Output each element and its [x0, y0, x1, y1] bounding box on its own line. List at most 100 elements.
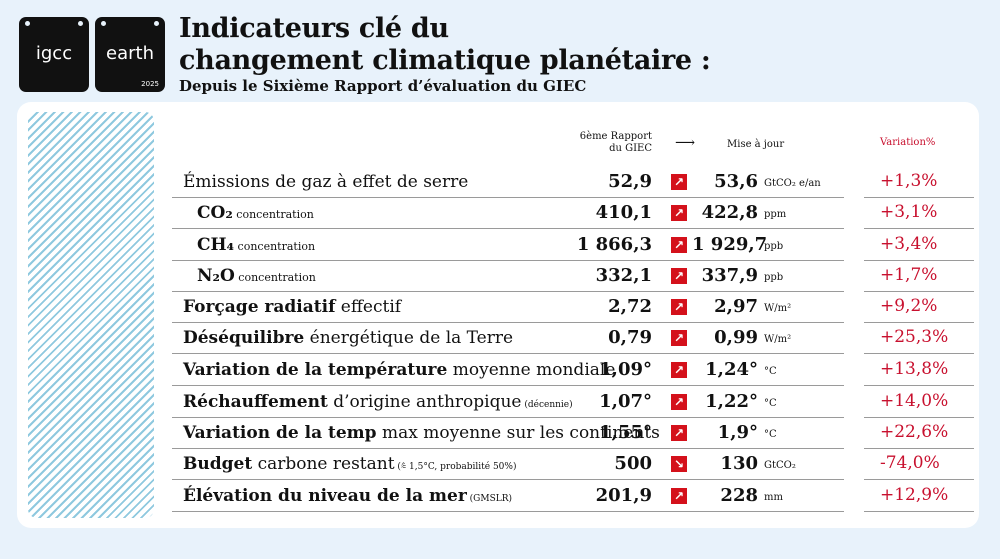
trend-up-icon: ↗ [671, 299, 687, 315]
page-title-line1: Indicateurs clé du [179, 13, 449, 44]
indicator-label-text: carbone restant [252, 454, 395, 474]
table-row: Réchauffement d’origine anthropique (déc… [172, 387, 974, 418]
header-old-line1: 6ème Rapport [579, 131, 652, 142]
old-value: 0,79 [608, 327, 652, 348]
unit-label: mm [764, 492, 783, 503]
row-divider [172, 197, 844, 198]
header-old-report: 6ème Rapport du GIEC [560, 131, 652, 155]
page-title: Indicateurs clé du changement climatique… [179, 13, 711, 77]
unit-label: ppb [764, 241, 784, 252]
earth-logo-year: 2025 [141, 80, 159, 88]
table-row: Déséquilibre énergétique de la Terre 0,79… [172, 323, 974, 354]
earth-logo-text: earth [106, 43, 154, 64]
old-value: 1 866,3 [576, 234, 652, 255]
indicator-label: CO₂ concentration [197, 203, 314, 223]
row-divider [172, 417, 844, 418]
indicator-label-bold: Forçage radiatif [183, 297, 336, 317]
table-row: Variation de la température moyenne mond… [172, 355, 974, 386]
indicator-label-text: Émissions de gaz à effet de serre [183, 172, 469, 192]
indicator-label-bold: Déséquilibre [183, 328, 305, 348]
variation-value: +25,3% [880, 327, 949, 347]
old-value: 410,1 [595, 202, 652, 223]
new-value: 337,9 [701, 265, 758, 286]
new-value: 1,24° [705, 359, 758, 380]
indicator-label-note: concentration [234, 271, 316, 284]
row-divider [172, 511, 844, 512]
new-value: 1 929,7 [692, 234, 768, 255]
earth-logo: earth 2025 [95, 17, 165, 92]
table-row: N₂O concentration 332,1 ↗ 337,9 ppb +1,7% [172, 261, 974, 292]
indicator-label-bold: Élévation du niveau de la mer [183, 486, 467, 506]
new-value: 1,9° [717, 422, 758, 443]
row-divider [864, 511, 974, 512]
indicator-label-bold: Variation de la température [183, 360, 448, 380]
indicator-label-text: effectif [335, 297, 402, 317]
indicator-label: Variation de la temp max moyenne sur les… [183, 423, 660, 443]
row-divider [172, 448, 844, 449]
indicator-label-note: concentration [234, 240, 316, 253]
indicator-label: Déséquilibre énergétique de la Terre [183, 328, 513, 348]
indicator-label: CH₄ concentration [197, 235, 315, 255]
striped-decoration [28, 112, 154, 518]
unit-label: ppm [764, 209, 787, 220]
old-value: 500 [614, 453, 652, 474]
old-value: 201,9 [595, 485, 652, 506]
table-row: CH₄ concentration 1 866,3 ↗ 1 929,7 ppb +3,4% [172, 230, 974, 261]
igcc-logo: igcc [19, 17, 89, 92]
row-divider [864, 197, 974, 198]
header-old-line2: du GIEC [609, 143, 652, 154]
row-divider [864, 417, 974, 418]
variation-value: +22,6% [880, 422, 949, 442]
variation-value: +1,7% [880, 265, 938, 285]
variation-value: +14,0% [880, 391, 949, 411]
row-divider [864, 353, 974, 354]
unit-label: W/m² [764, 303, 792, 314]
row-divider [172, 479, 844, 480]
indicator-label: Émissions de gaz à effet de serre [183, 172, 468, 192]
row-divider [864, 448, 974, 449]
indicator-label-text: d’origine anthropique [327, 392, 522, 412]
variation-value: +12,9% [880, 485, 949, 505]
old-value: 1,09° [599, 359, 652, 380]
indicator-label-note: concentration [232, 208, 314, 221]
trend-up-icon: ↗ [671, 205, 687, 221]
indicator-label: Variation de la température moyenne mond… [183, 360, 615, 380]
indicator-label-text: énergétique de la Terre [304, 328, 514, 348]
indicator-label-bold: Budget [183, 454, 253, 474]
trend-up-icon: ↗ [671, 330, 687, 346]
indicator-label-bold: Variation de la temp [183, 423, 377, 443]
variation-value: +1,3% [880, 171, 938, 191]
variation-value: +3,1% [880, 202, 938, 222]
igcc-logo-text: igcc [35, 43, 73, 64]
indicator-label: Élévation du niveau de la mer (GMSLR) [183, 486, 512, 506]
indicator-label-bold: Réchauffement [183, 392, 328, 412]
trend-up-icon: ↗ [671, 174, 687, 190]
indicator-label-note: (décennie) [521, 400, 573, 410]
page-subtitle: Depuis le Sixième Rapport d’évaluation d… [179, 77, 587, 95]
header-update: Mise à jour [727, 139, 785, 150]
new-value: 228 [720, 485, 758, 506]
unit-label: GtCO₂ e/an [764, 178, 821, 189]
trend-up-icon: ↗ [671, 488, 687, 504]
indicator-label: N₂O concentration [197, 266, 316, 286]
table-row: CO₂ concentration 410,1 ↗ 422,8 ppm +3,1% [172, 198, 974, 229]
unit-label: °C [764, 366, 777, 377]
row-divider [864, 385, 974, 386]
old-value: 52,9 [608, 171, 652, 192]
trend-up-icon: ↗ [671, 425, 687, 441]
indicator-label-bold: CO₂ [197, 203, 233, 223]
indicator-label-note: (GMSLR) [466, 494, 513, 504]
header-variation: Variation% [880, 137, 936, 148]
unit-label: ppb [764, 272, 784, 283]
page-title-line2: changement climatique planétaire : [179, 45, 711, 76]
unit-label: GtCO₂ [764, 460, 796, 471]
unit-label: W/m² [764, 334, 792, 345]
row-divider [172, 260, 844, 261]
table-row: Émissions de gaz à effet de serre 52,9 ↗ 53… [172, 167, 974, 198]
old-value: 2,72 [608, 296, 652, 317]
old-value: 1,07° [599, 391, 652, 412]
trend-down-icon: ↘ [671, 456, 687, 472]
old-value: 332,1 [595, 265, 652, 286]
new-value: 422,8 [701, 202, 758, 223]
table-row: Budget carbone restant (⩯ 1,5°C, probabi… [172, 449, 974, 480]
